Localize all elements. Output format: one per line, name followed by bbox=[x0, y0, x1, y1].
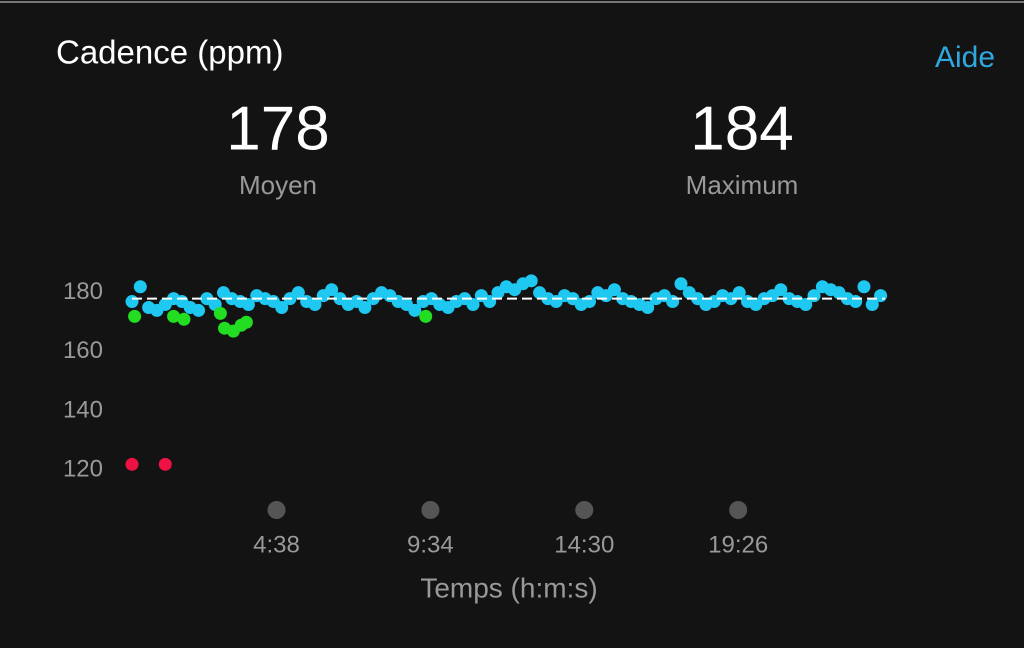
data-point bbox=[239, 315, 253, 329]
x-tick-label: 14:30 bbox=[554, 531, 614, 558]
data-point bbox=[865, 298, 879, 312]
data-point bbox=[732, 286, 746, 300]
x-tick-label: 9:34 bbox=[407, 531, 454, 558]
data-point bbox=[125, 295, 139, 309]
data-point bbox=[358, 300, 372, 314]
data-point bbox=[275, 300, 289, 314]
data-point bbox=[674, 277, 688, 291]
data-point bbox=[419, 309, 433, 323]
x-tick-mark bbox=[421, 501, 440, 519]
stat-value: 184 bbox=[690, 94, 793, 163]
x-axis-label: Temps (h:m:s) bbox=[420, 572, 597, 603]
data-point bbox=[192, 303, 206, 317]
stat-value: 178 bbox=[226, 94, 329, 163]
y-tick-label: 120 bbox=[63, 456, 103, 483]
x-tick-mark bbox=[729, 501, 748, 519]
data-point bbox=[213, 306, 227, 320]
y-tick-label: 160 bbox=[63, 337, 103, 364]
stat-label: Maximum bbox=[686, 170, 799, 200]
data-point bbox=[641, 300, 655, 314]
data-point bbox=[408, 303, 422, 317]
y-tick-label: 180 bbox=[63, 278, 103, 305]
data-point bbox=[799, 298, 813, 312]
data-point bbox=[128, 309, 142, 323]
data-point bbox=[774, 283, 788, 297]
title: Cadence (ppm) bbox=[56, 34, 283, 71]
data-point bbox=[466, 298, 480, 312]
data-point bbox=[666, 295, 680, 309]
x-tick-label: 19:26 bbox=[708, 531, 768, 558]
x-tick-label: 4:38 bbox=[253, 531, 300, 558]
data-point bbox=[607, 283, 621, 297]
stat-label: Moyen bbox=[239, 170, 317, 200]
data-point bbox=[524, 274, 538, 288]
data-point bbox=[857, 280, 871, 294]
help-link[interactable]: Aide bbox=[935, 41, 995, 74]
data-point bbox=[308, 298, 322, 312]
data-point bbox=[125, 457, 139, 471]
x-tick-mark bbox=[267, 501, 286, 519]
data-point bbox=[241, 298, 255, 312]
data-point bbox=[167, 309, 181, 323]
data-point bbox=[291, 286, 305, 300]
data-point bbox=[177, 312, 191, 326]
data-point bbox=[874, 289, 888, 303]
data-point bbox=[133, 280, 147, 294]
data-point bbox=[325, 283, 339, 297]
data-point bbox=[849, 295, 863, 309]
y-tick-label: 140 bbox=[63, 396, 103, 423]
x-tick-mark bbox=[575, 501, 594, 519]
data-point bbox=[158, 457, 172, 471]
